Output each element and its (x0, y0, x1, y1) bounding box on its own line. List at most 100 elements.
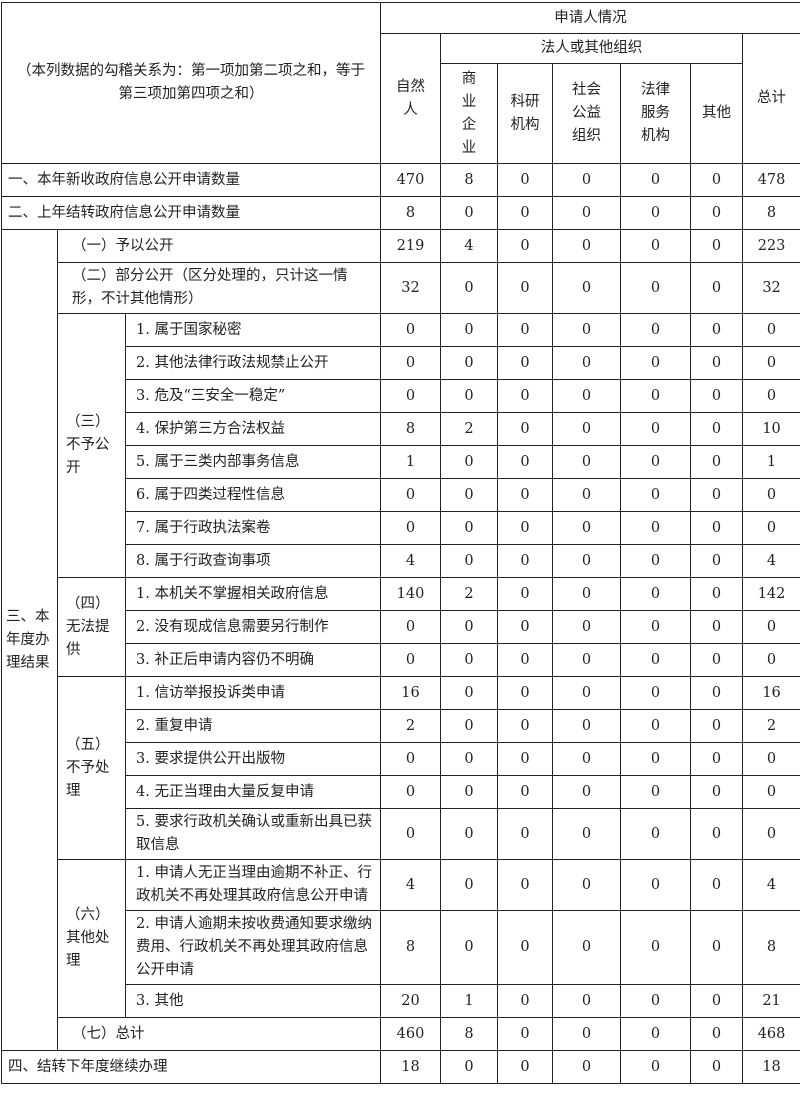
cell-value: 0 (621, 197, 691, 230)
cell-value: 470 (381, 164, 441, 197)
cell-value: 8 (743, 197, 800, 230)
cell-value: 0 (691, 611, 743, 644)
cell-value: 0 (743, 479, 800, 512)
cell-value: 0 (691, 860, 743, 911)
cell-value: 0 (691, 314, 743, 347)
cell-value: 0 (691, 710, 743, 743)
cell-value: 20 (381, 985, 441, 1018)
cell-value: 0 (691, 512, 743, 545)
cell-value: 0 (498, 545, 553, 578)
cell-value: 0 (498, 611, 553, 644)
cell-value: 0 (441, 611, 498, 644)
cell-value: 0 (441, 512, 498, 545)
cell-value: 0 (621, 1051, 691, 1084)
cell-value: 0 (621, 860, 691, 911)
group-label: （七）总计 (58, 1018, 381, 1051)
cell-value: 0 (621, 446, 691, 479)
cell-value: 0 (441, 743, 498, 776)
cell-value: 0 (553, 860, 621, 911)
cell-value: 0 (553, 710, 621, 743)
cell-value: 0 (553, 578, 621, 611)
cell-value: 0 (621, 743, 691, 776)
header-research: 科研 机构 (498, 64, 553, 164)
header-applicant: 申请人情况 (381, 3, 800, 34)
cell-value: 0 (621, 985, 691, 1018)
header-commercial: 商 业 企 业 (441, 64, 498, 164)
cell-value: 0 (553, 1018, 621, 1051)
section3-label: 三、本年度办理结果 (2, 230, 58, 1051)
row-label: 二、上年结转政府信息公开申请数量 (2, 197, 381, 230)
cell-value: 0 (441, 809, 498, 860)
cell-value: 10 (743, 413, 800, 446)
cell-value: 0 (441, 314, 498, 347)
cell-value: 0 (553, 263, 621, 314)
cell-value: 0 (621, 479, 691, 512)
cell-value: 0 (621, 578, 691, 611)
cell-value: 0 (498, 677, 553, 710)
cell-value: 0 (441, 776, 498, 809)
cell-value: 0 (691, 446, 743, 479)
cell-value: 0 (621, 776, 691, 809)
cell-value: 0 (498, 446, 553, 479)
cell-value: 0 (553, 197, 621, 230)
group-label: （二）部分公开（区分处理的，只计这一情形，不计其他情形） (58, 263, 381, 314)
cell-value: 8 (381, 413, 441, 446)
cell-value: 32 (381, 263, 441, 314)
cell-value: 16 (743, 677, 800, 710)
cell-value: 0 (553, 809, 621, 860)
cell-value: 0 (743, 776, 800, 809)
cell-value: 0 (553, 413, 621, 446)
cell-value: 0 (498, 743, 553, 776)
cell-value: 0 (498, 710, 553, 743)
header-natural: 自然 人 (381, 34, 441, 164)
cell-value: 0 (691, 743, 743, 776)
cell-value: 0 (381, 743, 441, 776)
group-label: （三）不予公开 (58, 314, 126, 578)
cell-value: 0 (381, 314, 441, 347)
item-label: 2. 重复申请 (126, 710, 381, 743)
cell-value: 0 (441, 860, 498, 911)
cell-value: 0 (498, 578, 553, 611)
cell-value: 0 (621, 380, 691, 413)
cell-value: 0 (553, 911, 621, 985)
item-label: 3. 要求提供公开出版物 (126, 743, 381, 776)
cell-value: 0 (498, 413, 553, 446)
cell-value: 16 (381, 677, 441, 710)
cell-value: 0 (621, 677, 691, 710)
item-label: 3. 危及“三安全一稳定” (126, 380, 381, 413)
cell-value: 0 (691, 197, 743, 230)
cell-value: 0 (621, 230, 691, 263)
cell-value: 0 (381, 776, 441, 809)
cell-value: 2 (441, 413, 498, 446)
cell-value: 0 (381, 347, 441, 380)
cell-value: 2 (441, 578, 498, 611)
item-label: 5. 要求行政机关确认或重新出具已获取信息 (126, 809, 381, 860)
cell-value: 4 (381, 860, 441, 911)
information-disclosure-table: （本列数据的勾稽关系为：第一项加第二项之和，等于第三项加第四项之和） 申请人情况… (1, 2, 800, 1084)
cell-value: 0 (691, 809, 743, 860)
cell-value: 0 (621, 1018, 691, 1051)
cell-value: 32 (743, 263, 800, 314)
cell-value: 0 (691, 578, 743, 611)
cell-value: 0 (498, 809, 553, 860)
cell-value: 0 (743, 809, 800, 860)
cell-value: 0 (553, 545, 621, 578)
cell-value: 0 (743, 743, 800, 776)
item-label: 4. 无正当理由大量反复申请 (126, 776, 381, 809)
cell-value: 0 (441, 677, 498, 710)
header-legal-org: 法人或其他组织 (441, 34, 743, 64)
cell-value: 0 (691, 644, 743, 677)
cell-value: 0 (743, 611, 800, 644)
item-label: 5. 属于三类内部事务信息 (126, 446, 381, 479)
cell-value: 0 (621, 809, 691, 860)
cell-value: 0 (381, 611, 441, 644)
group-label: （一）予以公开 (58, 230, 381, 263)
cell-value: 0 (498, 860, 553, 911)
cell-value: 0 (441, 263, 498, 314)
